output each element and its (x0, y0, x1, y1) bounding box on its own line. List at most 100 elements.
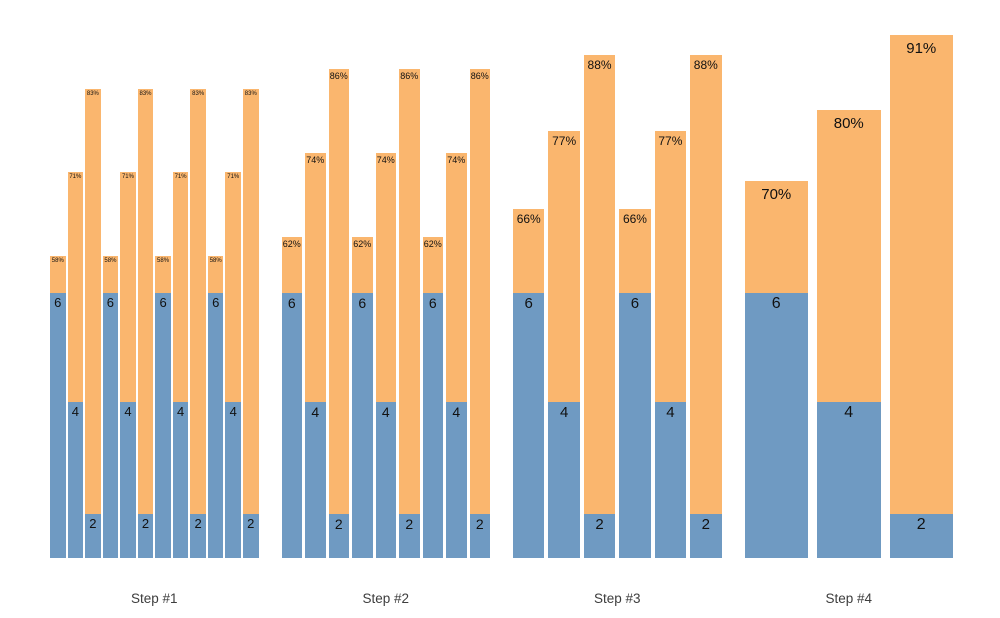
stacked-bar: 86% 2 (328, 69, 349, 558)
bar-total-percent-label: 62% (423, 239, 442, 249)
bar-blue-segment: 2 (243, 514, 259, 558)
bar-total-percent-label: 83% (139, 91, 152, 97)
bar-segment-value-label: 2 (334, 516, 343, 532)
bar-total-percent-label: 58% (104, 258, 117, 264)
bar-segment-value-label: 4 (124, 404, 132, 419)
stacked-bar: 74% 4 (375, 153, 396, 558)
bar-segment-value-label: 6 (54, 295, 62, 310)
stacked-bar: 62% 6 (281, 237, 302, 558)
bar-segment-value-label: 4 (559, 404, 569, 421)
bar-blue-segment: 4 (120, 402, 136, 558)
stacked-bar: 71% 4 (225, 172, 242, 558)
bar-blue-segment: 4 (67, 402, 84, 558)
stacked-bar: 71% 4 (172, 172, 189, 558)
bar-blue-segment: 6 (207, 293, 224, 558)
bar-row: 62% 6 74% 4 86% 2 62% 6 74% 4 86% 2 62% 6 74% 4 86% 2 (281, 0, 490, 558)
bar-total-percent-label: 66% (516, 212, 541, 226)
bar-total-percent-label: 88% (693, 58, 718, 72)
bar-total-percent-label: 71% (227, 174, 240, 180)
bar-segment-value-label: 4 (844, 404, 854, 421)
bar-segment-value-label: 4 (452, 404, 461, 420)
bar-segment-value-label: 2 (89, 516, 97, 531)
bar-blue-segment: 2 (583, 514, 616, 558)
stacked-bar: 91% 2 (889, 35, 953, 558)
bar-segment-value-label: 6 (106, 295, 115, 310)
bar-total-percent-label: 58% (209, 258, 222, 264)
stacked-bar: 88% 2 (583, 55, 616, 558)
stacked-bar: 66% 6 (619, 209, 651, 558)
stacked-bar: 74% 4 (446, 153, 467, 558)
bar-total-percent-label: 77% (658, 134, 683, 148)
bar-segment-value-label: 6 (212, 295, 220, 310)
stacked-bar: 58% 6 (102, 256, 119, 558)
stacked-bar: 58% 6 (50, 256, 66, 558)
bar-total-percent-label: 83% (86, 91, 99, 97)
bar-segment-value-label: 4 (229, 404, 237, 419)
stacked-bar: 83% 2 (85, 89, 101, 558)
bar-segment-value-label: 2 (247, 516, 255, 531)
stacked-bar: 71% 4 (67, 172, 84, 558)
bar-segment-value-label: 4 (176, 404, 185, 419)
axis-label-step-3: Step #3 (593, 591, 641, 606)
stacked-bar: 58% 6 (207, 256, 224, 558)
bar-segment-value-label: 6 (358, 295, 367, 311)
stacked-bar: 70% 6 (744, 181, 808, 558)
stacked-bar: 83% 2 (137, 89, 154, 558)
bar-row: 58% 6 71% 4 83% 2 58% 6 71% 4 83% 2 58% 6 71% 4 83% 2 58% 6… (50, 0, 259, 558)
bar-group-step-2: 62% 6 74% 4 86% 2 62% 6 74% 4 86% 2 62% 6 74% 4 86% 2 Step… (281, 0, 490, 606)
bar-segment-value-label: 2 (595, 516, 604, 533)
bar-segment-value-label: 4 (71, 404, 79, 419)
bar-total-percent-label: 86% (400, 71, 419, 81)
bar-total-percent-label: 83% (244, 91, 257, 97)
axis-label-step-2: Step #2 (362, 591, 410, 606)
bar-total-percent-label: 83% (192, 91, 205, 97)
bar-blue-segment: 6 (422, 293, 443, 558)
bar-total-percent-label: 74% (447, 155, 466, 165)
bar-segment-value-label: 6 (428, 295, 437, 311)
bar-blue-segment: 2 (399, 514, 420, 558)
bar-segment-value-label: 6 (524, 295, 533, 312)
bar-total-percent-label: 74% (306, 155, 325, 165)
bar-segment-value-label: 6 (771, 295, 781, 312)
stacked-bar: 88% 2 (690, 55, 722, 558)
bar-blue-segment: 4 (375, 402, 396, 558)
axis-label-step-1: Step #1 (130, 591, 178, 606)
bar-blue-segment: 6 (619, 293, 651, 558)
bar-total-percent-label: 58% (51, 258, 64, 264)
bar-segment-value-label: 4 (311, 404, 320, 420)
bar-blue-segment: 4 (446, 402, 467, 558)
bar-blue-segment: 6 (352, 293, 373, 558)
bar-total-percent-label: 86% (470, 71, 489, 81)
bar-segment-value-label: 2 (475, 516, 484, 532)
bar-group-step-3: 66% 6 77% 4 88% 2 66% 6 77% 4 88% 2 Step #3 (513, 0, 722, 606)
bar-total-percent-label: 66% (622, 212, 647, 226)
bar-total-percent-label: 86% (329, 71, 348, 81)
stacked-bar: 58% 6 (155, 256, 171, 558)
bar-blue-segment: 2 (190, 514, 206, 558)
bar-total-percent-label: 88% (587, 58, 612, 72)
bar-segment-value-label: 6 (630, 295, 640, 312)
bar-row: 66% 6 77% 4 88% 2 66% 6 77% 4 88% 2 (513, 0, 722, 558)
stacked-bar: 77% 4 (654, 131, 687, 558)
bar-blue-segment: 6 (513, 293, 545, 558)
stacked-bar: 62% 6 (422, 237, 443, 558)
bar-total-percent-label: 71% (174, 174, 187, 180)
bar-segment-value-label: 4 (666, 404, 675, 421)
bar-blue-segment: 4 (172, 402, 189, 558)
bar-segment-value-label: 2 (405, 516, 414, 532)
bar-blue-segment: 4 (817, 402, 881, 558)
stacked-bar: 66% 6 (513, 209, 545, 558)
bar-total-percent-label: 77% (552, 134, 577, 148)
stacked-bar: 62% 6 (352, 237, 373, 558)
bar-segment-value-label: 2 (701, 516, 710, 533)
bar-blue-segment: 2 (328, 514, 349, 558)
bar-blue-segment: 6 (281, 293, 302, 558)
bar-blue-segment: 4 (305, 402, 326, 558)
stacked-bar: 77% 4 (548, 131, 580, 558)
bar-group-step-4: 70% 6 80% 4 91% 2 Step #4 (744, 0, 953, 606)
stacked-bar: 83% 2 (243, 89, 259, 558)
bar-segment-value-label: 2 (916, 516, 926, 533)
bar-segment-value-label: 2 (194, 516, 202, 531)
axis-label-step-4: Step #4 (825, 591, 873, 606)
